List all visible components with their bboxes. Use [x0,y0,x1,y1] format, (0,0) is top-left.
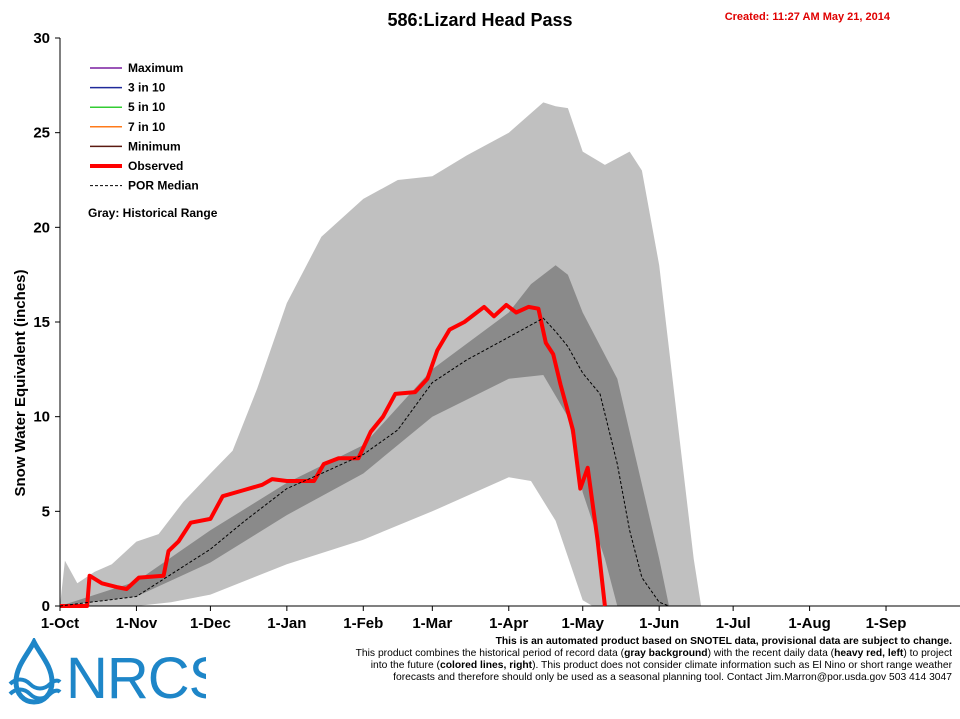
legend-note: Gray: Historical Range [88,206,218,220]
y-tick-label: 5 [42,503,50,520]
observed-series-line [60,303,607,608]
x-tick-label: 1-Feb [343,615,383,632]
historical-range-band [60,102,702,607]
x-tick-label: 1-Nov [116,615,158,632]
disclaimer: This is an automated product based on SN… [300,636,952,684]
chart-title: 586:Lizard Head Pass [387,10,572,30]
disclaimer-line-3: into the future (colored lines, right). … [370,660,952,671]
historical-bands [60,102,702,607]
x-tick-label: 1-May [561,615,604,632]
interquartile-band [60,265,669,606]
created-timestamp: Created: 11:27 AM May 21, 2014 [725,11,891,23]
legend: Maximum 3 in 10 5 in 10 7 in 10 Minimum Obser… [88,61,218,220]
legend-label: Minimum [128,139,181,153]
x-tick-label: 1-Aug [788,615,831,632]
legend-label: 5 in 10 [128,100,166,114]
x-tick-label: 1-Sep [866,615,907,632]
x-tick-label: 1-Jan [267,615,306,632]
x-tick-label: 1-Oct [41,615,79,632]
legend-label: Observed [128,159,183,173]
x-tick-label: 1-Jul [716,615,751,632]
x-tick-label: 1-Dec [190,615,231,632]
y-tick-labels: 0 5 10 15 20 25 30 [33,30,60,615]
x-tick-label: 1-Mar [412,615,452,632]
logo-text: NRCS [66,646,206,708]
y-tick-label: 0 [42,598,50,615]
x-tick-label: 1-Apr [489,615,528,632]
disclaimer-line-4: forecasts and therefore should only be u… [393,672,952,683]
y-tick-label: 25 [33,125,50,142]
legend-label: Maximum [128,61,183,75]
data-lines [59,303,670,608]
legend-label: 7 in 10 [128,120,166,134]
x-tick-labels: 1-Oct 1-Nov 1-Dec 1-Jan 1-Feb 1-Mar 1-Apr 1-May… [41,606,907,632]
disclaimer-line-2: This product combines the historical per… [355,648,952,659]
y-tick-label: 20 [33,219,50,236]
por-median-series-line [59,317,670,607]
y-axis-label: Snow Water Equivalent (inches) [12,270,29,497]
water-drop-icon [8,638,62,705]
legend-label: POR Median [128,179,199,193]
y-tick-label: 10 [33,409,50,426]
y-tick-label: 30 [33,30,50,47]
legend-label: 3 in 10 [128,81,166,95]
x-tick-label: 1-Jun [639,615,679,632]
disclaimer-line-1: This is an automated product based on SN… [495,636,952,647]
y-tick-label: 15 [33,314,50,331]
nrcs-logo: NRCS [8,638,206,708]
